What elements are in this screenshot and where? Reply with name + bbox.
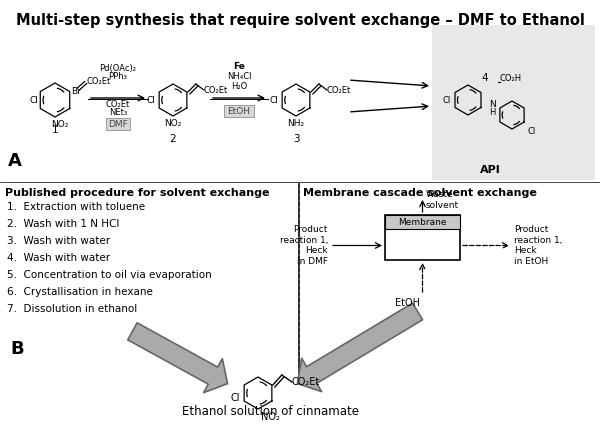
Text: Br: Br [71, 87, 80, 96]
Text: Cl: Cl [527, 127, 535, 136]
Bar [385, 215, 460, 260]
Text: A: A [8, 152, 22, 170]
Text: B: B [10, 340, 23, 358]
Text: Membrane: Membrane [398, 218, 447, 227]
Text: Cl: Cl [269, 96, 278, 105]
Text: H₂O: H₂O [231, 82, 247, 91]
Text: NH₂: NH₂ [287, 119, 305, 128]
FancyBboxPatch shape [106, 118, 130, 130]
Text: Cl: Cl [29, 96, 38, 105]
Text: Multi-step synthesis that require solvent exchange – DMF to Ethanol: Multi-step synthesis that require solven… [16, 13, 584, 28]
Text: PPh₃: PPh₃ [109, 71, 127, 80]
Text: Product
reaction 1,
Heck
in DMF: Product reaction 1, Heck in DMF [280, 225, 328, 266]
Text: CO₂Et: CO₂Et [106, 99, 130, 108]
Text: 7.  Dissolution in ethanol: 7. Dissolution in ethanol [7, 304, 137, 314]
Text: NO₂: NO₂ [261, 412, 280, 422]
Text: API: API [479, 165, 500, 175]
Bar [432, 25, 595, 180]
Text: DMF: DMF [108, 119, 128, 128]
Text: 5.  Concentration to oil via evaporation: 5. Concentration to oil via evaporation [7, 270, 212, 280]
Text: H: H [489, 108, 495, 116]
Text: Cl: Cl [230, 393, 240, 403]
Text: 2.  Wash with 1 N HCl: 2. Wash with 1 N HCl [7, 219, 119, 229]
Text: Ethanol solution of cinnamate: Ethanol solution of cinnamate [182, 405, 359, 418]
Text: CO₂H: CO₂H [500, 74, 522, 82]
FancyBboxPatch shape [224, 105, 254, 117]
Text: EtOH: EtOH [395, 298, 419, 308]
Text: 4: 4 [482, 73, 488, 83]
Text: 6.  Crystallisation in hexane: 6. Crystallisation in hexane [7, 287, 153, 297]
Text: 2: 2 [170, 134, 176, 144]
Text: Membrane cascade solvent exchange: Membrane cascade solvent exchange [303, 188, 537, 198]
Text: CO₂Et: CO₂Et [327, 85, 351, 94]
Text: Cl: Cl [443, 96, 451, 105]
Text: 3: 3 [293, 134, 299, 144]
Text: Published procedure for solvent exchange: Published procedure for solvent exchange [5, 188, 269, 198]
Text: 4.  Wash with water: 4. Wash with water [7, 253, 110, 263]
Text: Fe: Fe [233, 62, 245, 71]
Text: Cl: Cl [146, 96, 155, 105]
Text: NO₂: NO₂ [164, 119, 182, 128]
Text: 1.  Extraction with toluene: 1. Extraction with toluene [7, 202, 145, 212]
Text: 1: 1 [52, 125, 58, 135]
Text: N: N [488, 99, 496, 108]
Bar [385, 215, 460, 229]
Text: CO₂Et: CO₂Et [204, 85, 228, 94]
Text: Pd(OAc)₂: Pd(OAc)₂ [100, 63, 137, 73]
Text: Waste
solvent: Waste solvent [425, 190, 458, 210]
Text: CO₂Et: CO₂Et [87, 77, 111, 86]
Text: NH₄Cl: NH₄Cl [227, 71, 251, 80]
Text: NEt₃: NEt₃ [109, 108, 127, 116]
Text: 3.  Wash with water: 3. Wash with water [7, 236, 110, 246]
Text: NO₂: NO₂ [51, 120, 68, 129]
Text: Product
reaction 1,
Heck
in EtOH: Product reaction 1, Heck in EtOH [514, 225, 563, 266]
Text: CO₂Et: CO₂Et [292, 377, 320, 387]
Text: EtOH: EtOH [227, 107, 251, 116]
